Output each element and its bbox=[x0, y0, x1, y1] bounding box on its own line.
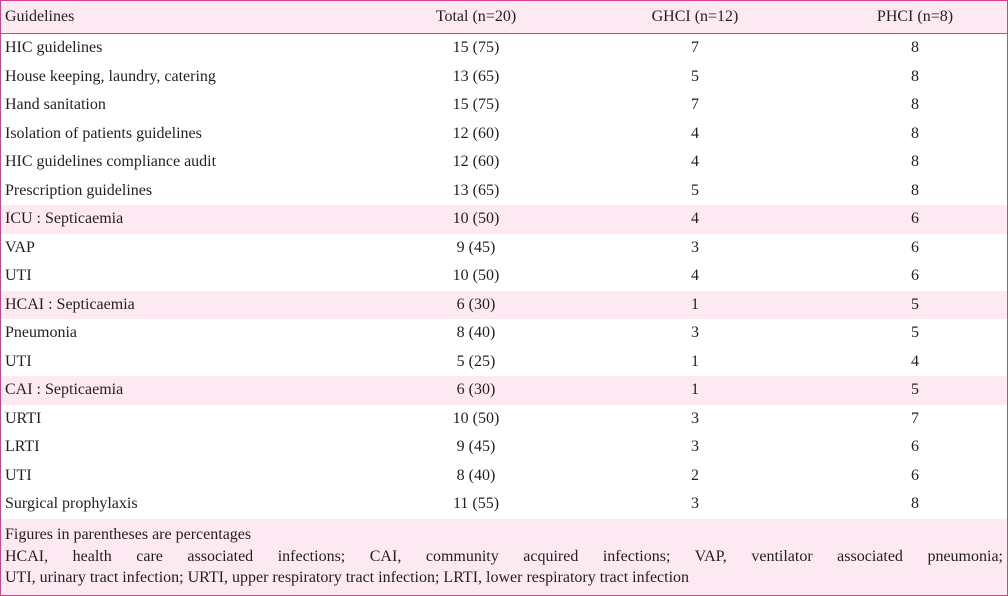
header-total: Total (n=20) bbox=[385, 1, 567, 34]
row-ghci: 2 bbox=[691, 466, 699, 484]
row-total: 10 (50) bbox=[452, 267, 500, 285]
row-total: 8 (40) bbox=[456, 324, 496, 342]
row-ghci: 7 bbox=[691, 39, 699, 57]
row-phci: 6 bbox=[911, 267, 919, 285]
footnote-abbreviations-line-2: UTI, urinary tract infection; URTI, uppe… bbox=[5, 569, 690, 586]
row-ghci: 4 bbox=[691, 267, 699, 285]
table-row: UTI 8 (40) 2 6 bbox=[1, 462, 1007, 491]
row-label: House keeping, laundry, catering bbox=[5, 67, 216, 85]
row-label: Pneumonia bbox=[5, 324, 77, 342]
row-phci: 5 bbox=[911, 324, 919, 342]
row-phci: 8 bbox=[911, 96, 919, 114]
row-phci: 6 bbox=[911, 438, 919, 456]
row-label: Hand sanitation bbox=[5, 96, 106, 114]
row-total: 11 (55) bbox=[452, 495, 500, 513]
table-row: HCAI : Septicaemia 6 (30) 1 5 bbox=[1, 290, 1007, 319]
table-row: Hand sanitation 15 (75) 7 8 bbox=[1, 91, 1007, 120]
table-row: Surgical prophylaxis 11 (55) 3 8 bbox=[1, 490, 1007, 519]
row-phci: 6 bbox=[911, 238, 919, 256]
row-ghci: 1 bbox=[567, 290, 823, 319]
row-ghci: 5 bbox=[691, 181, 699, 199]
row-label: URTI bbox=[5, 409, 42, 427]
row-label: VAP bbox=[5, 238, 35, 256]
row-phci: 8 bbox=[911, 67, 919, 85]
row-phci: 8 bbox=[911, 39, 919, 57]
row-ghci: 3 bbox=[691, 495, 699, 513]
table-footnotes: Figures in parentheses are percentages H… bbox=[1, 519, 1007, 595]
row-label: UTI bbox=[5, 267, 32, 285]
table-row: UTI 5 (25) 1 4 bbox=[1, 348, 1007, 377]
table-row: LRTI 9 (45) 3 6 bbox=[1, 433, 1007, 462]
row-total: 8 (40) bbox=[456, 466, 496, 484]
footnote-abbreviations-line-1: HCAI, health care associated infections;… bbox=[5, 547, 1003, 565]
row-ghci: 3 bbox=[691, 438, 699, 456]
row-label: CAI : Septicaemia bbox=[1, 376, 385, 405]
row-total: 13 (65) bbox=[452, 181, 500, 199]
row-phci: 7 bbox=[911, 409, 919, 427]
table-row: UTI 10 (50) 4 6 bbox=[1, 262, 1007, 291]
row-phci: 5 bbox=[823, 376, 1007, 405]
row-phci: 6 bbox=[911, 466, 919, 484]
row-total: 6 (30) bbox=[385, 290, 567, 319]
row-ghci: 5 bbox=[691, 67, 699, 85]
row-total: 10 (50) bbox=[452, 409, 500, 427]
row-label: LRTI bbox=[5, 438, 40, 456]
table-row: HIC guidelines 15 (75) 7 8 bbox=[1, 34, 1007, 63]
header-phci: PHCI (n=8) bbox=[823, 1, 1007, 34]
row-ghci: 7 bbox=[691, 96, 699, 114]
table-row: URTI 10 (50) 3 7 bbox=[1, 405, 1007, 434]
row-label: UTI bbox=[5, 352, 32, 370]
table-row: Pneumonia 8 (40) 3 5 bbox=[1, 319, 1007, 348]
table-row: VAP 9 (45) 3 6 bbox=[1, 234, 1007, 263]
row-total: 9 (45) bbox=[456, 438, 496, 456]
table-row: HIC guidelines compliance audit 12 (60) 4 8 bbox=[1, 148, 1007, 177]
row-phci: 6 bbox=[823, 205, 1007, 234]
row-total: 12 (60) bbox=[452, 124, 500, 142]
row-total: 15 (75) bbox=[452, 39, 500, 57]
row-phci: 5 bbox=[823, 290, 1007, 319]
row-phci: 4 bbox=[911, 352, 919, 370]
table-row: CAI : Septicaemia 6 (30) 1 5 bbox=[1, 376, 1007, 405]
footnote-percentages: Figures in parentheses are percentages bbox=[5, 526, 252, 543]
row-phci: 8 bbox=[911, 153, 919, 171]
row-label: UTI bbox=[5, 466, 32, 484]
header-row: Guidelines Total (n=20) GHCI (n=12) PHCI… bbox=[1, 1, 1007, 34]
row-label: HIC guidelines bbox=[5, 39, 103, 57]
row-total: 15 (75) bbox=[452, 96, 500, 114]
row-total: 6 (30) bbox=[385, 376, 567, 405]
row-phci: 8 bbox=[911, 495, 919, 513]
guidelines-table: Guidelines Total (n=20) GHCI (n=12) PHCI… bbox=[1, 1, 1007, 519]
row-total: 10 (50) bbox=[385, 205, 567, 234]
header-ghci: GHCI (n=12) bbox=[567, 1, 823, 34]
row-ghci: 3 bbox=[691, 238, 699, 256]
row-label: Isolation of patients guidelines bbox=[5, 124, 202, 142]
row-total: 5 (25) bbox=[456, 352, 496, 370]
row-label: Prescription guidelines bbox=[5, 181, 153, 199]
row-ghci: 1 bbox=[691, 352, 699, 370]
row-label: Surgical prophylaxis bbox=[5, 495, 138, 513]
table-row: Isolation of patients guidelines 12 (60) 4… bbox=[1, 120, 1007, 149]
row-ghci: 4 bbox=[691, 124, 699, 142]
table-row: House keeping, laundry, catering 13 (65) 5… bbox=[1, 63, 1007, 92]
table-row: ICU : Septicaemia 10 (50) 4 6 bbox=[1, 205, 1007, 234]
row-total: 9 (45) bbox=[456, 238, 496, 256]
row-ghci: 3 bbox=[691, 409, 699, 427]
row-ghci: 3 bbox=[691, 324, 699, 342]
row-total: 13 (65) bbox=[452, 67, 500, 85]
row-label: HIC guidelines compliance audit bbox=[5, 153, 217, 171]
table-header: Guidelines Total (n=20) GHCI (n=12) PHCI… bbox=[1, 1, 1007, 34]
row-phci: 8 bbox=[911, 124, 919, 142]
row-total: 12 (60) bbox=[452, 153, 500, 171]
row-ghci: 4 bbox=[567, 205, 823, 234]
row-label: HCAI : Septicaemia bbox=[1, 290, 385, 319]
header-guidelines: Guidelines bbox=[1, 1, 385, 34]
table-row: Prescription guidelines 13 (65) 5 8 bbox=[1, 177, 1007, 206]
row-phci: 8 bbox=[911, 181, 919, 199]
row-ghci: 1 bbox=[567, 376, 823, 405]
row-label: ICU : Septicaemia bbox=[1, 205, 385, 234]
row-ghci: 4 bbox=[691, 153, 699, 171]
table-body: HIC guidelines 15 (75) 7 8 House keeping, la… bbox=[1, 34, 1007, 519]
